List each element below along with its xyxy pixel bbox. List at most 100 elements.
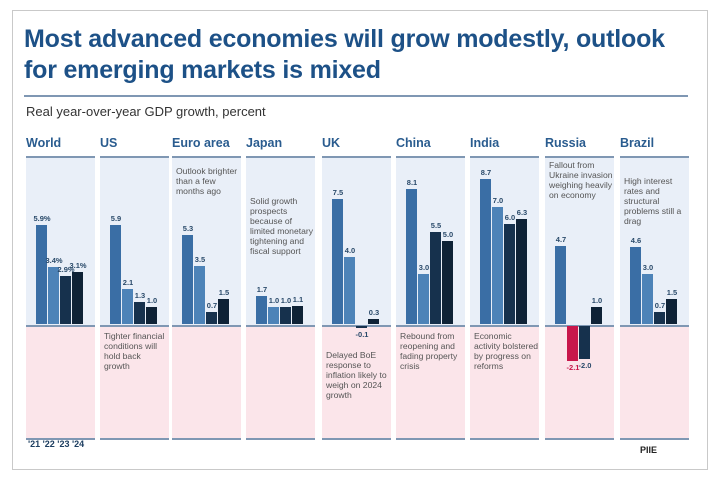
panel-japan: Japan Solid growth prospects because of l… [246,136,315,440]
bar-2024 [591,307,602,324]
data-label: 3.5 [194,254,206,264]
panel-note: High interest rates and structural probl… [624,176,682,226]
data-label: 1.5 [218,287,230,297]
panel-title: Brazil [620,136,655,150]
bar-2023 [504,223,515,324]
bar-2021 [555,245,566,324]
data-label: -2.1 [566,363,580,373]
panel-note: Rebound from reopening and fading proper… [400,331,458,371]
data-label: 1.7 [256,284,268,294]
panel-note: Tighter financial conditions will hold b… [104,331,165,371]
bar-2024 [666,298,677,324]
bar-2024 [146,307,157,324]
bar-2022 [642,273,653,324]
data-label: 5.3 [182,224,194,234]
bar-2023 [280,307,291,324]
panel-title: World [26,136,62,150]
data-label: 6.3 [516,207,528,217]
data-label: 5.0 [442,229,454,239]
data-label: 0.7 [206,301,218,311]
data-label: 2.9% [57,264,75,274]
bar-2022 [122,288,133,324]
bar-2022 [418,273,429,324]
bar-2023 [206,312,217,324]
panel-title: UK [322,136,341,150]
data-label: 5.9% [33,214,51,224]
data-label: 8.1 [406,177,418,187]
data-label: 7.5 [332,187,344,197]
data-label: 3.0 [642,262,654,272]
bar-2021 [110,225,121,324]
bar-2022 [492,207,503,324]
chart-subtitle: Real year-over-year GDP growth, percent [26,104,266,119]
chart-title: Most advanced economies will grow modest… [24,25,665,84]
panel-title: Euro area [172,136,230,150]
bar-2024 [368,318,379,324]
data-label: 1.0 [146,296,158,306]
bar-2023 [430,232,441,324]
panel-note: Fallout from Ukraine invasion weighing h… [549,160,613,200]
year-axis-labels: '21 '22 '23 '24 [28,439,85,449]
panel-note: Delayed BoE response to inflation likely… [326,350,387,400]
data-label: 3.1% [69,261,87,271]
panel-uk: UK Delayed BoE response to inflation like… [322,136,391,440]
data-label: 8.7 [480,167,492,177]
bar-2022 [344,257,355,324]
panel-title: India [470,136,500,150]
data-label: -0.1 [355,330,369,339]
bar-2021 [256,295,267,324]
data-label: 1.0 [280,296,292,306]
data-label: 1.1 [292,294,304,304]
panel-china: China Rebound from reopening and fading p… [396,136,465,440]
data-label: 1.0 [268,296,280,306]
panel-india: India Economic activity bolstered by prog… [470,136,539,440]
data-label: 7.0 [492,196,504,206]
bar-2024 [292,305,303,324]
panel-euro-area: Euro area Outlook brighter than a few mon… [172,136,241,440]
negative-area [322,325,391,440]
negative-area [246,325,315,440]
bar-2021 [630,247,641,324]
bar-2023 [60,275,71,324]
bar-2024 [516,218,527,324]
data-label: 0.3 [368,307,380,317]
negative-area [620,325,689,440]
panel-note: Economic activity bolstered by progress … [474,331,539,371]
data-label: 4.0 [344,246,356,256]
negative-area [172,325,241,440]
data-label: 1.0 [591,296,603,306]
bar-2024 [442,240,453,324]
data-label: 4.6 [630,236,642,246]
panel-brazil: Brazil High interest rates and structural… [620,136,689,440]
bar-2023 [654,312,665,324]
data-label: 2.1 [122,277,134,287]
panel-title: Russia [545,136,586,150]
bar-2021 [332,198,343,324]
panel-note: Solid growth prospects because of limite… [250,196,314,256]
bar-2023 [356,326,367,328]
panel-us: US Tighter financial conditions will hold… [100,136,169,440]
panel-title: Japan [246,136,283,150]
source-logo: PIIE [640,445,658,455]
panel-note: Outlook brighter than a few months ago [176,166,238,196]
title-divider [24,95,688,97]
panel-title: US [100,136,118,150]
panel-world: World 5.9% 3.4% 2.9% 3.1% [26,136,95,440]
negative-area [100,325,169,440]
data-label: 3.4% [45,256,63,266]
bar-2023 [579,326,590,360]
data-label: 1.5 [666,287,678,297]
data-label: 5.9 [110,214,122,224]
bar-2021 [480,178,491,324]
bar-2022 [567,326,578,362]
negative-area [470,325,539,440]
panel-russia: Russia Fallout from Ukraine invasion weig… [545,136,614,440]
data-label: 4.7 [555,234,567,244]
bar-2022 [48,267,59,324]
bar-2021 [406,188,417,324]
data-label: 1.3 [134,291,146,301]
data-label: -2.0 [578,361,592,371]
bar-2021 [182,235,193,324]
data-label: 6.0 [504,212,516,222]
bar-2023 [134,302,145,324]
